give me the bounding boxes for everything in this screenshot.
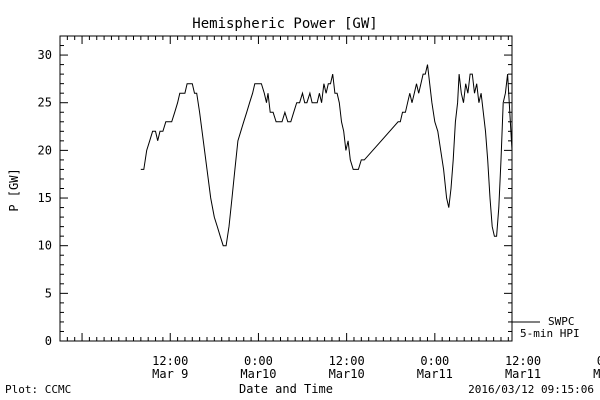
x-tick-label-date: Mar10 <box>240 367 276 381</box>
y-tick-label: 20 <box>38 143 52 157</box>
x-tick-label-time: 12:00 <box>505 354 541 368</box>
x-tick-label-time: 12:00 <box>329 354 365 368</box>
footer-credit: Plot: CCMC <box>5 383 71 396</box>
x-tick-label-time: 0:00 <box>244 354 273 368</box>
y-tick-label: 25 <box>38 96 52 110</box>
legend-line-2: 5-min HPI <box>520 327 580 340</box>
x-tick-label-date: Mar11 <box>505 367 541 381</box>
x-tick-label-date: Mar12 <box>593 367 600 381</box>
legend-line-1: SWPC <box>548 315 575 328</box>
footer-timestamp: 2016/03/12 09:15:06 <box>468 383 594 396</box>
x-tick-label-date: Mar11 <box>417 367 453 381</box>
y-tick-label: 0 <box>45 334 52 348</box>
x-tick-label-time: 0:00 <box>597 354 600 368</box>
x-tick-label-date: Mar 9 <box>152 367 188 381</box>
x-axis-label: Date and Time <box>239 382 333 396</box>
y-tick-label: 30 <box>38 48 52 62</box>
x-tick-label-date: Mar10 <box>329 367 365 381</box>
series-line-hpi <box>140 64 513 247</box>
chart-title: Hemispheric Power [GW] <box>192 16 377 32</box>
y-tick-label: 10 <box>38 239 52 253</box>
x-tick-label-time: 0:00 <box>420 354 449 368</box>
y-axis-label: P [GW] <box>7 168 21 211</box>
y-tick-label: 5 <box>45 286 52 300</box>
x-tick-label-time: 12:00 <box>152 354 188 368</box>
plot-frame <box>59 35 513 342</box>
y-axis: 0 5 10 15 20 25 30 <box>38 35 512 348</box>
y-tick-label: 15 <box>38 191 52 205</box>
